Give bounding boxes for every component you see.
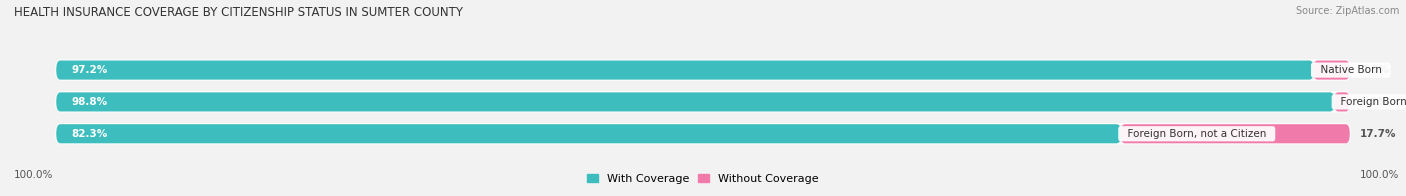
FancyBboxPatch shape (56, 124, 1121, 143)
Text: 2.8%: 2.8% (1360, 65, 1389, 75)
FancyBboxPatch shape (56, 92, 1334, 112)
Text: 17.7%: 17.7% (1360, 129, 1396, 139)
Text: Foreign Born, Citizen: Foreign Born, Citizen (1334, 97, 1406, 107)
FancyBboxPatch shape (56, 124, 1350, 143)
FancyBboxPatch shape (1334, 92, 1350, 112)
Text: Source: ZipAtlas.com: Source: ZipAtlas.com (1295, 6, 1399, 16)
Text: 98.8%: 98.8% (72, 97, 108, 107)
Text: 1.2%: 1.2% (1360, 97, 1389, 107)
FancyBboxPatch shape (56, 61, 1350, 80)
Legend: With Coverage, Without Coverage: With Coverage, Without Coverage (582, 170, 824, 189)
Text: Native Born: Native Born (1313, 65, 1388, 75)
FancyBboxPatch shape (1313, 61, 1350, 80)
Text: 97.2%: 97.2% (72, 65, 108, 75)
FancyBboxPatch shape (56, 61, 1313, 80)
Text: 100.0%: 100.0% (14, 170, 53, 180)
Text: HEALTH INSURANCE COVERAGE BY CITIZENSHIP STATUS IN SUMTER COUNTY: HEALTH INSURANCE COVERAGE BY CITIZENSHIP… (14, 6, 463, 19)
Text: 82.3%: 82.3% (72, 129, 108, 139)
Text: Foreign Born, not a Citizen: Foreign Born, not a Citizen (1121, 129, 1272, 139)
Text: 100.0%: 100.0% (1360, 170, 1399, 180)
FancyBboxPatch shape (1121, 124, 1350, 143)
FancyBboxPatch shape (56, 92, 1350, 112)
